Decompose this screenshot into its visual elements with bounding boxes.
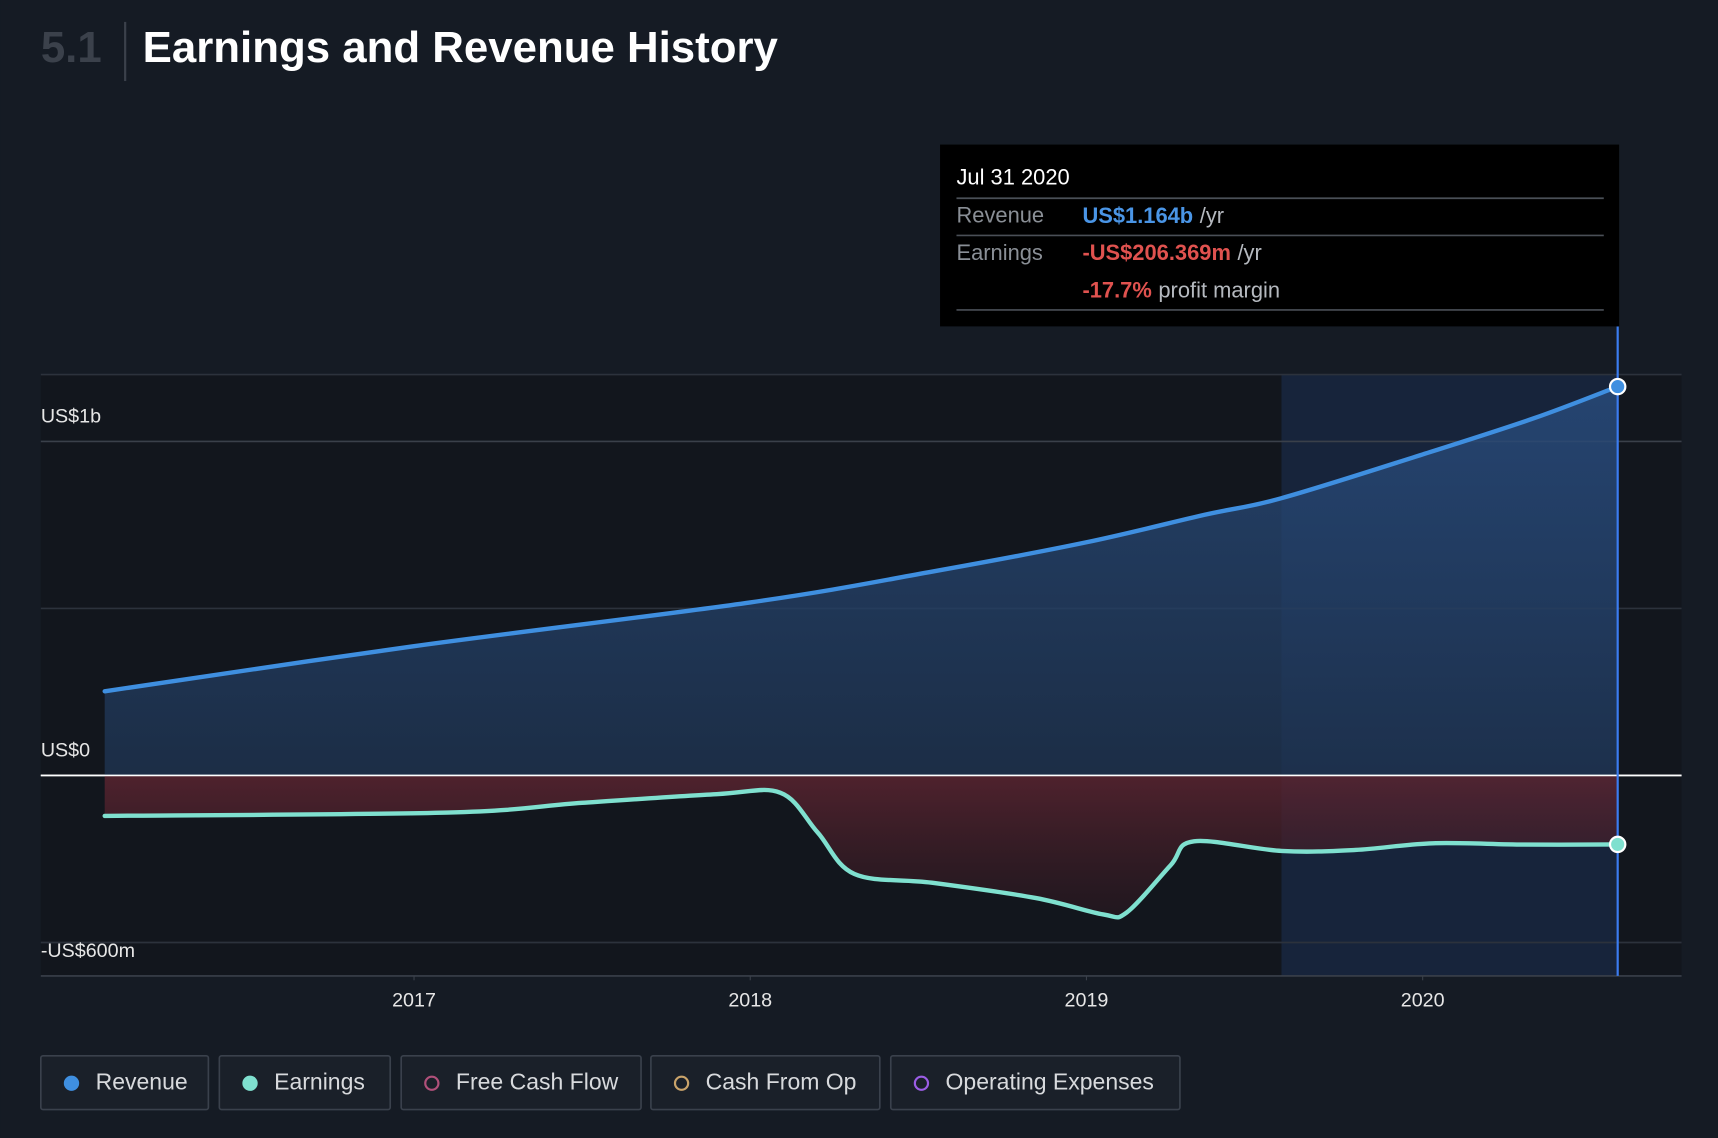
tooltip-label: Revenue	[956, 203, 1044, 228]
tooltip-margin: -17.7% profit margin	[1082, 277, 1280, 302]
tooltip-value: US$1.164b/yr	[1082, 203, 1224, 228]
legend-dot	[63, 1075, 80, 1091]
legend-button[interactable]	[40, 1055, 210, 1111]
tooltip-amount: -US$206.369m	[1082, 240, 1230, 265]
legend-label: Cash From Op	[706, 1068, 857, 1094]
legend-dot	[424, 1075, 440, 1091]
legend-dot	[242, 1075, 258, 1091]
legend-button[interactable]	[650, 1055, 881, 1111]
x-tick-label: 2020	[1401, 989, 1445, 1011]
x-tick-label: 2017	[392, 989, 436, 1011]
legend-label: Revenue	[96, 1068, 188, 1094]
legend-label: Free Cash Flow	[456, 1068, 619, 1094]
x-tick-label: 2018	[728, 989, 772, 1011]
tooltip-label: Earnings	[956, 240, 1042, 265]
end-point	[1608, 377, 1627, 396]
legend-label: Earnings	[274, 1068, 365, 1094]
tooltip-unit: /yr	[1237, 240, 1261, 265]
tooltip-date: Jul 31 2020	[956, 164, 1069, 189]
series-line	[102, 787, 1620, 920]
series-line	[102, 384, 1620, 694]
tooltip-margin-part: -17.7%	[1082, 277, 1151, 302]
chart-title: Earnings and Revenue History	[143, 23, 779, 72]
tooltip-value: -US$206.369m/yr	[1082, 240, 1261, 265]
y-tick-label: US$1b	[41, 406, 101, 428]
area-fill	[104, 386, 1618, 776]
legend-dot	[913, 1075, 930, 1091]
legend-dot	[673, 1075, 690, 1091]
tooltip-amount: US$1.164b	[1082, 203, 1193, 228]
section-number: 5.1	[41, 23, 102, 72]
legend-button[interactable]	[400, 1055, 642, 1111]
legend-button[interactable]	[889, 1055, 1181, 1111]
legend-label: Operating Expenses	[946, 1068, 1154, 1094]
tooltip-margin-part: profit margin	[1158, 277, 1280, 302]
end-point	[1608, 835, 1627, 854]
y-tick-label: -US$600m	[41, 940, 135, 962]
legend-button[interactable]	[218, 1055, 392, 1111]
tooltip-unit: /yr	[1200, 203, 1224, 228]
y-tick-label: US$0	[41, 740, 90, 762]
x-tick-label: 2019	[1065, 989, 1109, 1011]
